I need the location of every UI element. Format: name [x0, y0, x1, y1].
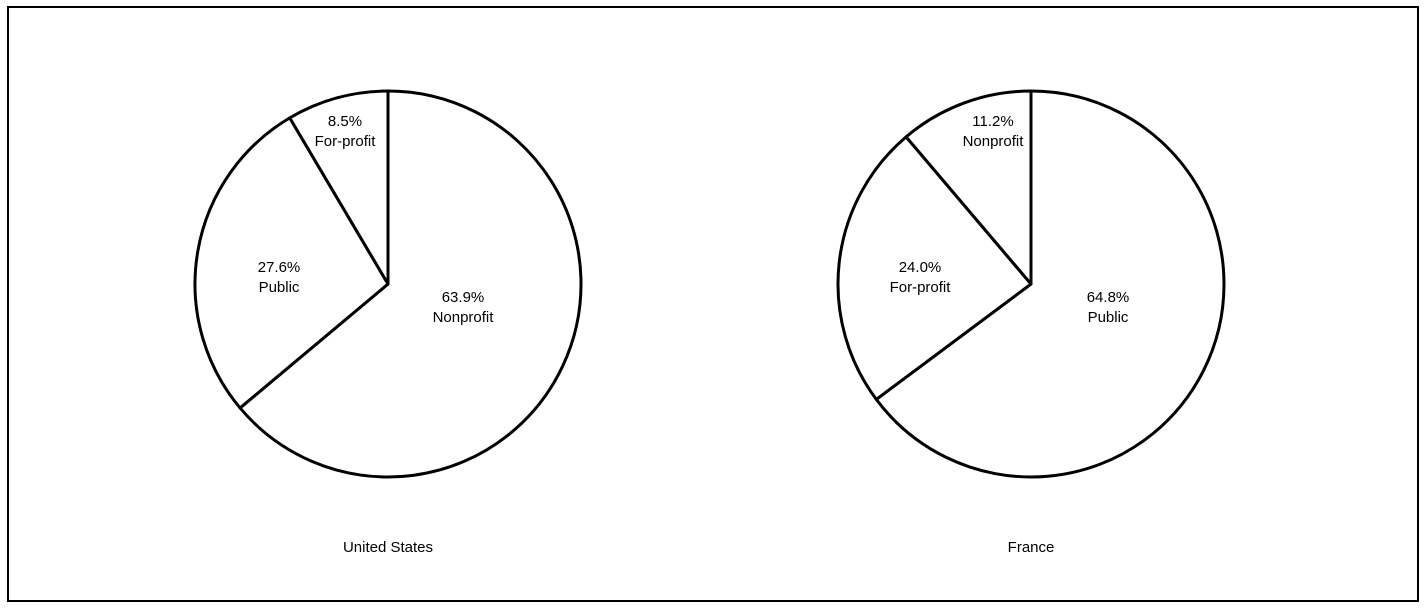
slice-category-label: Public: [259, 279, 300, 296]
pie-slice-public: [193, 116, 390, 410]
slice-percent-label: 27.6%: [258, 259, 301, 276]
slice-percent-label: 63.9%: [442, 289, 485, 306]
slice-percent-label: 64.8%: [1087, 289, 1130, 306]
pie-slice-nonprofit: [238, 89, 583, 479]
slice-percent-label: 8.5%: [328, 113, 362, 130]
slice-percent-label: 11.2%: [972, 113, 1013, 130]
pie-caption: France: [1008, 539, 1055, 556]
slice-category-label: Nonprofit: [433, 309, 495, 326]
pie-slice-for-profit: [836, 135, 1033, 401]
pie-slice-for-profit: [288, 89, 390, 286]
slice-category-label: Nonprofit: [963, 133, 1025, 150]
slice-category-label: For-profit: [315, 133, 377, 150]
pie-chart-united-states: 63.9% Nonprofit 27.6% Public 8.5% For-profit U…: [193, 89, 583, 556]
slice-category-label: Public: [1088, 309, 1129, 326]
pie-slice-nonprofit: [904, 89, 1033, 286]
slice-category-label: For-profit: [890, 279, 952, 296]
slice-percent-label: 24.0%: [899, 259, 942, 276]
pie-chart-france: 64.8% Public 24.0% For-profit 11.2% Nonprofit…: [836, 89, 1226, 556]
pie-caption: United States: [343, 539, 433, 556]
pie-slice-public: [874, 89, 1226, 479]
